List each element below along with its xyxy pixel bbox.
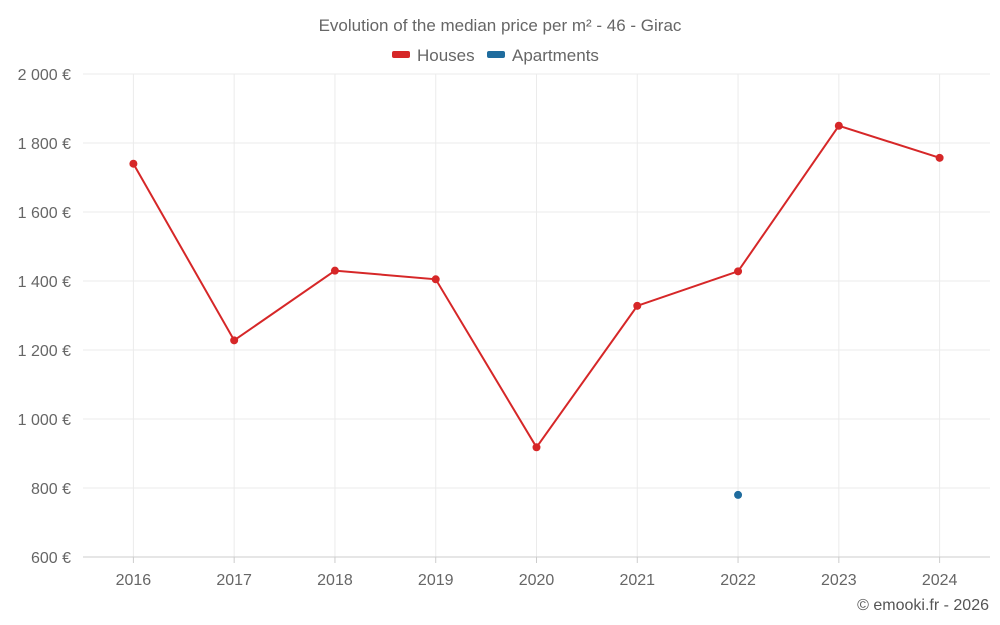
legend-label-houses[interactable]: Houses: [417, 46, 475, 65]
legend-swatch-houses[interactable]: [392, 51, 410, 58]
x-axis: 2016 2017 2018 2019 2020 2021 2022 2023 2024: [83, 556, 990, 589]
x-tick-label: 2023: [821, 572, 857, 589]
data-point-houses[interactable]: [129, 159, 138, 168]
legend-swatch-apartments[interactable]: [487, 51, 505, 58]
series: [129, 121, 944, 499]
x-tick-label: 2021: [619, 572, 655, 589]
x-tick-label: 2024: [922, 572, 958, 589]
x-tick-label: 2020: [519, 572, 555, 589]
data-point-houses[interactable]: [633, 301, 642, 310]
legend-label-apartments[interactable]: Apartments: [512, 46, 599, 65]
y-tick-label: 2 000 €: [18, 67, 71, 84]
data-point-houses[interactable]: [935, 153, 944, 162]
x-tick-label: 2019: [418, 572, 454, 589]
x-tick-label: 2018: [317, 572, 353, 589]
legend: Houses Apartments: [392, 46, 599, 65]
data-point-houses[interactable]: [330, 266, 339, 275]
credit-text: © emooki.fr - 2026: [857, 597, 989, 614]
y-tick-label: 1 200 €: [18, 343, 71, 360]
y-tick-label: 1 400 €: [18, 274, 71, 291]
y-tick-label: 1 000 €: [18, 412, 71, 429]
data-point-houses[interactable]: [834, 121, 843, 130]
y-tick-label: 800 €: [31, 481, 71, 498]
chart-title: Evolution of the median price per m² - 4…: [319, 16, 682, 35]
data-point-houses[interactable]: [230, 336, 239, 345]
grid: [83, 73, 990, 558]
x-tick-label: 2022: [720, 572, 756, 589]
y-tick-label: 600 €: [31, 550, 71, 567]
y-tick-label: 1 600 €: [18, 205, 71, 222]
data-point-apartments[interactable]: [734, 490, 743, 499]
y-axis: 600 € 800 € 1 000 € 1 200 € 1 400 € 1 600 € 1 …: [18, 67, 71, 567]
x-tick-label: 2017: [216, 572, 252, 589]
x-tick-label: 2016: [116, 572, 152, 589]
y-tick-label: 1 800 €: [18, 136, 71, 153]
data-point-houses[interactable]: [431, 275, 440, 284]
data-point-houses[interactable]: [734, 267, 743, 276]
data-point-houses[interactable]: [532, 443, 541, 452]
